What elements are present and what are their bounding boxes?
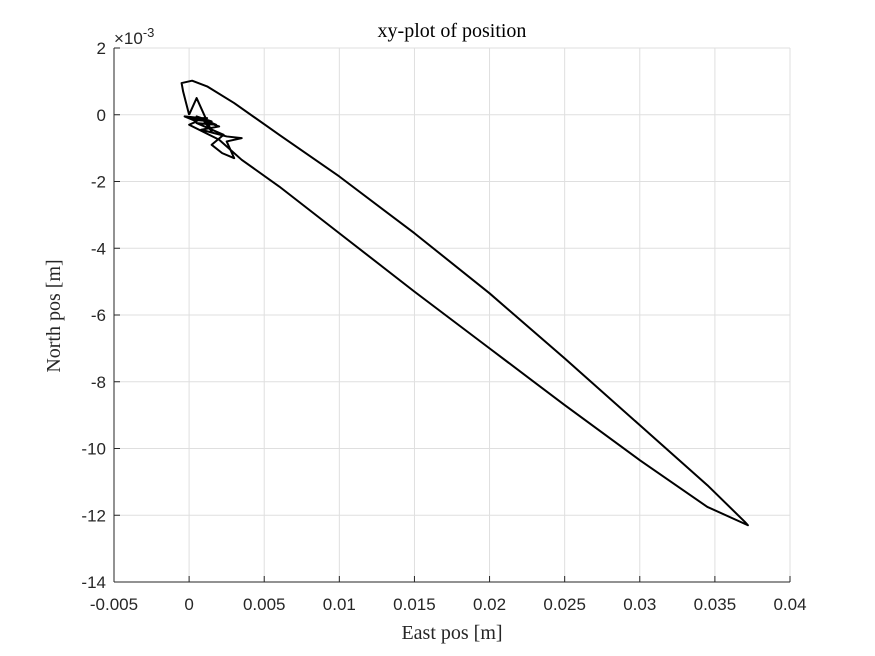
- chart-title: xy-plot of position: [378, 20, 527, 42]
- y-tick-label: -10: [81, 440, 106, 459]
- y-tick-label: -8: [91, 373, 106, 392]
- x-tick-label: -0.005: [90, 595, 138, 614]
- x-tick-label: 0: [184, 595, 193, 614]
- x-tick-label: 0.04: [773, 595, 806, 614]
- y-axis-exponent: ×10-3: [114, 25, 154, 48]
- axes: [113, 47, 791, 583]
- x-tick-label: 0.01: [323, 595, 356, 614]
- tick-labels: -0.005 0 0.005 0.01 0.015 0.02 0.025 0.03 0.035 0…: [81, 39, 806, 614]
- position-trajectory-line: [180, 79, 749, 527]
- svg-text:×10-3: ×10-3: [114, 25, 154, 48]
- y-axis-label: North pos [m]: [43, 259, 65, 372]
- x-tick-label: 0.005: [243, 595, 286, 614]
- x-tick-label: 0.02: [473, 595, 506, 614]
- y-tick-label: 0: [97, 106, 106, 125]
- plot-area: [180, 79, 749, 527]
- y-tick-label: -2: [91, 173, 106, 192]
- y-tick-label: -12: [81, 506, 106, 525]
- x-tick-label: 0.03: [623, 595, 656, 614]
- y-tick-label: -6: [91, 306, 106, 325]
- y-tick-label: 2: [97, 39, 106, 58]
- y-tick-label: -4: [91, 239, 106, 258]
- x-tick-label: 0.015: [393, 595, 436, 614]
- y-tick-label: -14: [81, 573, 106, 592]
- exponent-power: -3: [143, 25, 155, 40]
- x-tick-label: 0.035: [694, 595, 737, 614]
- x-axis-label: East pos [m]: [401, 622, 502, 644]
- exponent-base: ×10: [114, 29, 143, 48]
- x-tick-label: 0.025: [543, 595, 586, 614]
